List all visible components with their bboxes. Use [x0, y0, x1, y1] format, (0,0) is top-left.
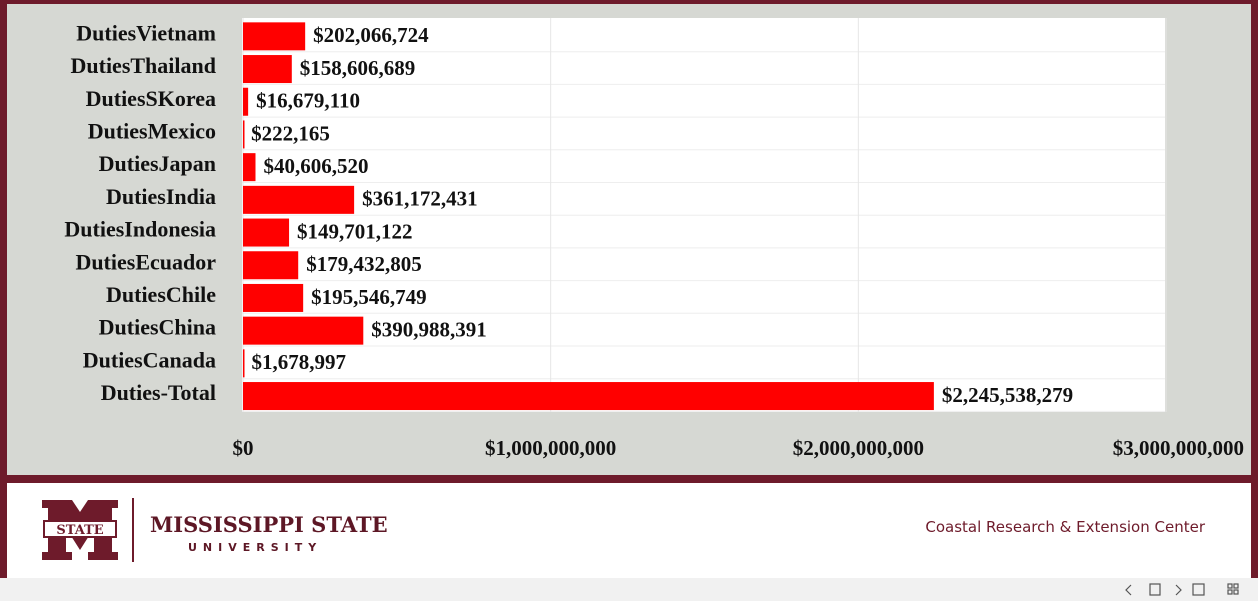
logo-band: [43, 520, 117, 538]
bar: [243, 153, 256, 182]
x-tick-label: $2,000,000,000: [793, 436, 924, 460]
bar: [243, 251, 299, 280]
frame-left: [0, 0, 7, 578]
category-label: DutiesSKorea: [86, 86, 216, 111]
category-label: DutiesThailand: [71, 53, 217, 78]
value-label: $149,701,122: [297, 219, 413, 243]
prev-button[interactable]: [1125, 584, 1132, 596]
logo-text: STATE: [56, 523, 103, 538]
category-label: DutiesIndia: [106, 184, 216, 209]
bar: [243, 185, 355, 214]
university-name: MISSISSIPPI STATE: [150, 512, 388, 537]
value-label: $390,988,391: [371, 317, 487, 341]
sorter-view-cell: [1233, 589, 1239, 595]
x-tick-label: $0: [233, 436, 254, 460]
value-label: $2,245,538,279: [942, 383, 1073, 407]
bar: [243, 55, 292, 84]
frame-right: [1251, 0, 1258, 578]
x-tick-label: $3,000,000,000: [1113, 436, 1244, 460]
bar: [243, 22, 306, 51]
value-label: $222,165: [251, 121, 330, 145]
frame-top: [0, 0, 1258, 4]
toolbar: [0, 578, 1258, 601]
category-label: DutiesVietnam: [76, 20, 216, 45]
sorter-view-cell: [1227, 589, 1233, 595]
center-name: Coastal Research & Extension Center: [925, 518, 1205, 536]
value-label: $179,432,805: [306, 252, 422, 276]
sorter-view-button[interactable]: [1227, 583, 1233, 589]
value-label: $1,678,997: [252, 350, 347, 374]
bar: [243, 316, 364, 345]
chart: $0 $1,000,000,000 $2,000,000,000 $3,000,000…: [64, 18, 1244, 460]
normal-view-button[interactable]: [1192, 583, 1205, 596]
category-label: DutiesJapan: [99, 151, 216, 176]
category-label: DutiesCanada: [83, 347, 216, 372]
value-label: $40,606,520: [263, 154, 368, 178]
value-label: $158,606,689: [300, 56, 416, 80]
category-label: DutiesMexico: [88, 118, 216, 143]
category-label: DutiesEcuador: [75, 249, 216, 274]
bar: [243, 120, 245, 149]
value-label: $195,546,749: [311, 285, 427, 309]
divider: [0, 475, 1258, 483]
bar: [243, 218, 290, 247]
footer: STATE MISSISSIPPI STATE UNIVERSITY Coast…: [42, 498, 1206, 562]
sorter-view-cell: [1233, 583, 1239, 589]
bar: [243, 382, 934, 411]
category-label: Duties-Total: [101, 380, 216, 405]
value-label: $361,172,431: [362, 187, 478, 211]
value-label: $16,679,110: [256, 89, 360, 113]
bar: [243, 87, 249, 116]
category-label: DutiesIndonesia: [64, 217, 216, 242]
next-button[interactable]: [1175, 584, 1182, 596]
notes-button[interactable]: [1149, 583, 1161, 596]
bar: [243, 283, 304, 312]
x-tick-label: $1,000,000,000: [485, 436, 616, 460]
value-label: $202,066,724: [313, 23, 429, 47]
university-sub: UNIVERSITY: [188, 541, 322, 554]
category-label: DutiesChina: [99, 315, 216, 340]
toolbar-icons: [1125, 583, 1239, 596]
category-label: DutiesChile: [106, 282, 216, 307]
bar: [243, 349, 245, 378]
